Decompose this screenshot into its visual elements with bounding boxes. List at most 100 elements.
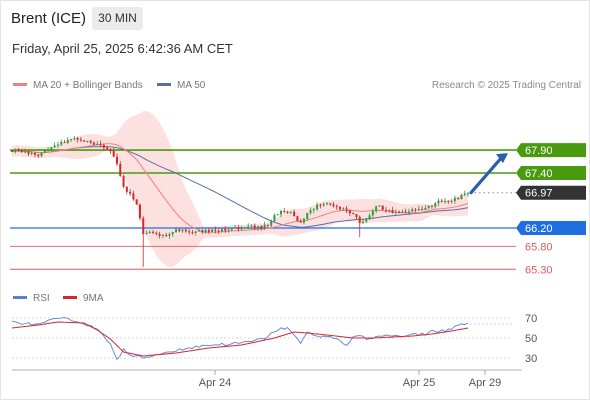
candle-body-134 [450, 200, 453, 202]
level-tag-67.90 [516, 143, 586, 158]
candle-body-35 [125, 186, 128, 192]
candle-body-63 [217, 230, 220, 232]
candle-body-112 [378, 205, 381, 207]
candle-body-86 [293, 211, 296, 217]
candle-body-61 [211, 229, 214, 233]
candle-body-48 [168, 234, 171, 236]
level-tag-text-66.20: 66.20 [525, 223, 553, 235]
candle-body-129 [434, 203, 437, 207]
candle-body-16 [63, 142, 66, 144]
candle-body-49 [171, 232, 174, 235]
level-tag-text-67.40: 67.40 [525, 168, 553, 180]
candle-body-62 [214, 229, 217, 231]
level-tag-66.97 [516, 185, 586, 200]
legend-ma20-swatch [13, 82, 27, 86]
candle-body-57 [197, 230, 201, 232]
candle-body-38 [135, 199, 138, 205]
candle-body-135 [453, 198, 456, 201]
candle-body-104 [352, 213, 355, 215]
candle-body-51 [178, 229, 181, 232]
timeframe-button[interactable]: 30 MIN [92, 7, 143, 30]
candle-body-82 [279, 211, 283, 215]
candle-body-118 [398, 211, 401, 213]
candle-body-52 [181, 229, 184, 232]
candle-body-71 [243, 227, 246, 229]
candle-body-138 [463, 193, 466, 195]
candle-body-70 [240, 228, 243, 230]
candle-body-19 [73, 138, 76, 140]
candle-body-65 [224, 229, 227, 231]
rsi-tick-50: 50 [525, 333, 537, 345]
rsi-tick-70: 70 [525, 313, 537, 325]
legend-rsi-swatch [13, 295, 27, 299]
candle-body-46 [161, 234, 164, 236]
candle-body-95 [322, 204, 325, 206]
candle-body-53 [184, 229, 187, 232]
candle-body-93 [316, 204, 319, 210]
candle-body-36 [129, 191, 132, 194]
candle-body-102 [345, 208, 348, 211]
candle-body-106 [358, 216, 361, 223]
candle-body-111 [375, 206, 378, 211]
candle-body-21 [79, 139, 82, 141]
rsi-tick-30: 30 [525, 353, 537, 365]
candle-body-98 [332, 204, 335, 206]
candle-body-123 [414, 209, 417, 211]
candle-body-43 [152, 231, 155, 233]
candle-body-117 [394, 211, 397, 213]
candle-body-77 [263, 224, 266, 228]
forecast-arrow-head [496, 153, 508, 164]
candle-body-87 [296, 216, 299, 221]
candle-body-128 [430, 205, 433, 207]
candle-body-7 [33, 153, 36, 155]
candle-body-37 [132, 193, 135, 200]
candle-body-33 [119, 163, 122, 176]
bollinger-band [12, 110, 468, 268]
candle-body-60 [207, 229, 210, 233]
x-tick-label-0: Apr 24 [199, 377, 231, 389]
candle-body-55 [191, 232, 194, 234]
candle-body-76 [260, 226, 263, 228]
candle-body-42 [148, 231, 151, 233]
candle-body-0 [10, 151, 14, 152]
candle-body-125 [421, 209, 424, 211]
candle-body-113 [381, 205, 384, 211]
candle-body-72 [247, 226, 250, 228]
candle-body-23 [86, 140, 89, 142]
candle-body-109 [368, 215, 371, 220]
copyright: Research © 2025 Trading Central [431, 80, 581, 91]
candle-body-47 [165, 234, 168, 236]
candle-body-64 [220, 229, 223, 232]
candle-body-92 [312, 209, 315, 211]
candle-body-85 [289, 211, 292, 213]
candle-body-94 [319, 204, 322, 206]
candle-body-79 [270, 221, 273, 226]
x-tick-label-1: Apr 25 [403, 377, 435, 389]
candle-body-54 [188, 231, 191, 233]
candle-body-91 [309, 210, 312, 214]
candle-body-27 [99, 143, 102, 145]
candle-body-56 [194, 231, 197, 233]
candle-body-50 [175, 229, 178, 233]
candle-body-1 [14, 149, 17, 152]
candle-body-32 [115, 156, 118, 164]
candle-body-29 [106, 147, 109, 149]
candle-body-84 [286, 211, 289, 213]
candle-body-39 [138, 204, 141, 219]
candle-body-45 [158, 233, 161, 236]
candle-body-101 [342, 208, 345, 210]
candle-body-13 [53, 145, 56, 148]
candle-body-132 [444, 200, 447, 202]
candle-body-78 [266, 224, 269, 226]
candle-body-30 [109, 148, 112, 151]
candle-body-41 [145, 232, 148, 235]
candle-body-88 [299, 220, 302, 223]
candle-body-139 [466, 192, 470, 194]
candle-body-10 [43, 150, 46, 153]
candle-body-25 [92, 142, 96, 145]
candle-body-130 [437, 200, 440, 204]
candle-body-110 [371, 210, 374, 216]
candle-body-116 [391, 209, 394, 213]
candle-body-4 [24, 151, 27, 153]
